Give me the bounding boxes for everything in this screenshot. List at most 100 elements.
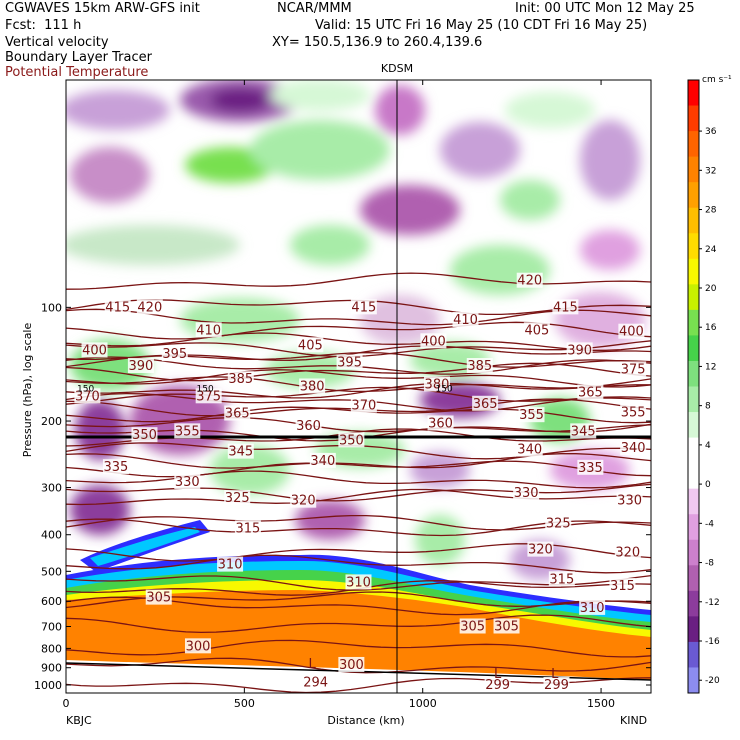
theta-label: 294: [303, 676, 328, 691]
theta-label-bg: [552, 299, 579, 315]
colorbar-label: 32: [705, 166, 716, 176]
theta-label: 370: [351, 399, 376, 414]
theta-label: 365: [225, 406, 250, 421]
colorbar-label: 24: [705, 245, 717, 255]
y-tick-label: 900: [41, 662, 62, 675]
colorbar-segment: [688, 233, 699, 260]
colorbar-label: 20: [705, 284, 717, 294]
colorbar-segment: [688, 488, 699, 515]
theta-label-bg: [566, 342, 593, 358]
theta-label: 340: [310, 454, 335, 469]
theta-label: 395: [162, 347, 187, 362]
theta-label-bg: [224, 405, 251, 421]
colorbar-label: 36: [705, 127, 717, 137]
tropopause-label: 150: [197, 384, 214, 394]
theta-label-bg: [299, 378, 326, 394]
colorbar-segment: [688, 284, 699, 311]
colorbar-segment: [688, 335, 699, 362]
theta-contour-line: [66, 453, 651, 469]
theta-contour-line: [66, 554, 651, 574]
theta-label-bg: [309, 452, 336, 468]
theta-label: 420: [517, 274, 542, 289]
colorbar-segment: [688, 514, 699, 541]
theta-label-bg: [516, 441, 543, 457]
theta-label: 340: [517, 443, 542, 458]
theta-label-bg: [345, 574, 372, 590]
theta-label: 305: [494, 620, 519, 635]
theta-label-bg: [466, 358, 493, 374]
theta-label: 320: [291, 494, 316, 509]
colorbar-label: -8: [705, 559, 714, 569]
theta-contour-line: [66, 483, 651, 502]
theta-label: 385: [467, 359, 492, 374]
field-vertical-velocity: Vertical velocity: [5, 35, 109, 50]
theta-contour-line: [66, 386, 651, 405]
x-tick-label: 500: [234, 697, 255, 710]
theta-label-bg: [227, 371, 254, 387]
colorbar-segment: [688, 539, 699, 566]
colorbar-segment: [688, 309, 699, 336]
left-station-label: KBJC: [66, 714, 92, 727]
y-tick-label: 100: [41, 301, 62, 314]
colorbar-unit: cm s⁻¹: [702, 75, 732, 85]
theta-label-bg: [618, 323, 645, 339]
theta-label-bg: [516, 272, 543, 288]
low-marker: L: [309, 657, 317, 672]
colorbar-segment: [688, 565, 699, 592]
theta-contour-line: [66, 614, 651, 634]
theta-label-bg: [570, 423, 597, 439]
colorbar-segment: [688, 156, 699, 183]
theta-label-bg: [459, 618, 486, 634]
colorbar-label: 28: [705, 206, 717, 216]
plot-frame: [65, 79, 652, 694]
theta-label: 420: [137, 300, 162, 315]
theta-label: 365: [578, 385, 603, 400]
theta-label: 320: [615, 546, 640, 561]
colorbar-segment: [688, 386, 699, 413]
theta-label-bg: [614, 544, 641, 560]
theta-label-bg: [548, 571, 575, 587]
theta-label-bg: [577, 459, 604, 475]
theta-label: 350: [132, 428, 157, 443]
low-marker: L: [551, 667, 559, 682]
theta-label-bg: [513, 484, 540, 500]
init-label: Init: 00 UTC Mon 12 May 25: [515, 1, 695, 16]
theta-label-bg: [295, 417, 322, 433]
theta-label: 315: [610, 579, 635, 594]
theta-label-bg: [518, 407, 545, 423]
field-potential-temperature: Potential Temperature: [5, 65, 149, 80]
theta-label-bg: [527, 541, 554, 557]
theta-label-bg: [161, 346, 188, 362]
colorbar-segment: [688, 360, 699, 387]
theta-label: 330: [617, 494, 642, 509]
colorbar-segment: [688, 463, 699, 490]
theta-contour-line: [66, 657, 651, 674]
theta-label: 415: [553, 300, 578, 315]
theta-label: 405: [298, 338, 323, 353]
theta-label: 375: [196, 389, 221, 404]
theta-label: 310: [218, 558, 243, 573]
theta-label: 345: [571, 424, 596, 439]
theta-label-bg: [131, 427, 158, 443]
theta-contour-line: [66, 376, 651, 393]
theta-label: 330: [175, 475, 200, 490]
theta-label: 390: [128, 359, 153, 374]
colorbar-label: -4: [705, 519, 714, 529]
theta-label: 310: [346, 575, 371, 590]
theta-label: 355: [519, 408, 544, 423]
theta-label: 390: [567, 343, 592, 358]
colorbar: 36 32 28 24 20 16 12 8 4 0 -4 -8 -12 -16 -20: [687, 79, 720, 694]
theta-contour-line: [66, 321, 651, 340]
theta-label: 405: [524, 323, 549, 338]
y-tick-label: 800: [41, 642, 62, 655]
xy-coordinates: XY= 150.5,136.9 to 260.4,139.6: [272, 35, 483, 50]
theta-label-bg: [338, 432, 365, 448]
tropopause-label: 150: [436, 384, 453, 394]
theta-label: 299: [485, 678, 510, 693]
colorbar-label: 8: [705, 402, 711, 412]
theta-label-layer: 415 420 415 420 415 410 410 405 405 400 400 400 395 3…: [74, 272, 647, 693]
theta-label: 355: [621, 406, 646, 421]
axes-layer: 0 500 1000 1500 100 200 300 400 500 600 700 800 900 1…: [34, 80, 651, 710]
theta-label: 315: [549, 572, 574, 587]
theta-label-bg: [290, 492, 317, 508]
